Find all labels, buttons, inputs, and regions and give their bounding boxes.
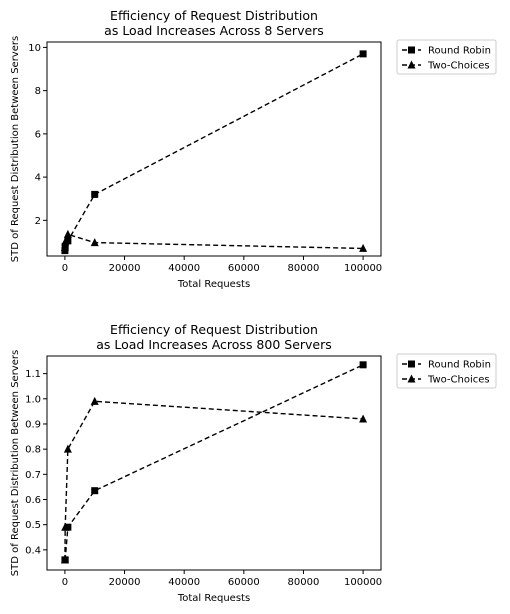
- legend-label: Two-Choices: [427, 375, 490, 386]
- legend-marker: [408, 46, 415, 54]
- y-tick-label: 0.9: [25, 419, 41, 430]
- y-tick-label: 1.1: [25, 369, 41, 380]
- series-two-choices: [60, 229, 368, 252]
- y-tick-label: 2: [35, 216, 41, 227]
- plot-frame: [46, 41, 382, 257]
- data-point: [359, 414, 368, 423]
- legend-marker: [407, 374, 416, 383]
- data-point: [63, 444, 72, 453]
- x-tick-label: 0: [62, 577, 68, 588]
- legend-label: Two-Choices: [427, 61, 490, 72]
- y-tick-label: 6: [35, 129, 41, 140]
- x-tick-label: 60000: [228, 263, 260, 274]
- chart-title: as Load Increases Across 800 Servers: [96, 337, 332, 352]
- data-point: [91, 190, 99, 198]
- chart-title: as Load Increases Across 8 Servers: [104, 23, 324, 38]
- y-tick-label: 0.4: [25, 545, 41, 556]
- chart-800-servers: Efficiency of Request Distribution as Loa…: [0, 314, 510, 614]
- y-tick-label: 0.7: [25, 470, 41, 481]
- x-tick-label: 100000: [344, 577, 382, 588]
- series-line: [64, 364, 364, 561]
- x-tick-label: 40000: [168, 263, 200, 274]
- series-line: [64, 53, 364, 251]
- y-axis-label: STD of Request Distribution Between Serv…: [10, 350, 21, 576]
- series-line: [64, 233, 364, 250]
- x-tick-label: 20000: [109, 263, 141, 274]
- data-point: [91, 487, 99, 495]
- y-tick-label: 0.5: [25, 520, 41, 531]
- data-point: [90, 238, 99, 247]
- series-two-choices: [60, 396, 368, 564]
- x-tick-label: 100000: [344, 263, 382, 274]
- series-line: [64, 400, 364, 560]
- y-tick-label: 1.0: [25, 394, 41, 405]
- chart-title: Efficiency of Request Distribution: [110, 322, 318, 337]
- x-tick-label: 20000: [109, 577, 141, 588]
- data-point: [61, 522, 70, 531]
- legend-label: Round Robin: [428, 46, 491, 57]
- x-tick-label: 40000: [168, 577, 200, 588]
- x-axis-label: Total Requests: [177, 279, 250, 290]
- chart-title: Efficiency of Request Distribution: [110, 8, 318, 23]
- y-tick-label: 10: [28, 43, 41, 54]
- data-point: [90, 396, 99, 405]
- data-point: [61, 237, 70, 246]
- y-tick-label: 0.6: [25, 495, 41, 506]
- x-axis-label: Total Requests: [177, 593, 250, 604]
- data-point: [359, 361, 367, 369]
- data-point: [64, 523, 72, 531]
- series-round-robin: [61, 50, 367, 255]
- series-round-robin: [61, 361, 367, 564]
- legend-box: [396, 39, 497, 75]
- y-tick-label: 8: [35, 86, 41, 97]
- data-point: [64, 237, 72, 245]
- data-point: [63, 229, 72, 238]
- legend-marker: [407, 60, 416, 69]
- data-point: [359, 50, 367, 58]
- x-tick-label: 0: [62, 263, 68, 274]
- legend-box: [396, 353, 497, 389]
- x-tick-label: 60000: [228, 577, 260, 588]
- y-tick-label: 0.8: [25, 445, 41, 456]
- y-tick-label: 4: [35, 173, 41, 184]
- data-point: [60, 242, 69, 251]
- data-point: [60, 555, 69, 564]
- x-tick-label: 80000: [288, 263, 320, 274]
- plot-frame: [46, 355, 382, 571]
- x-tick-label: 80000: [288, 577, 320, 588]
- legend-label: Round Robin: [428, 360, 491, 371]
- y-axis-label: STD of Request Distribution Between Serv…: [10, 36, 21, 262]
- chart-8-servers: Efficiency of Request Distribution as Loa…: [0, 0, 510, 300]
- data-point: [359, 243, 368, 252]
- legend-marker: [408, 360, 415, 368]
